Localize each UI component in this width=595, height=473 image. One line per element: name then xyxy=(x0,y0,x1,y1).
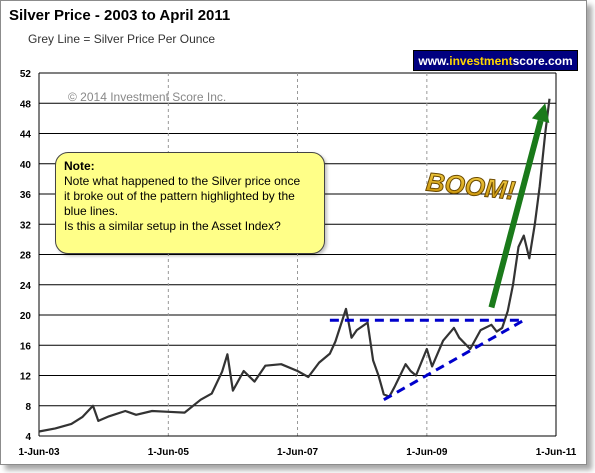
note-callout: Note: Note what happened to the Silver p… xyxy=(55,152,325,254)
x-tick-label: 1-Jun-05 xyxy=(148,447,190,458)
y-tick-label: 24 xyxy=(20,281,32,292)
brand-highlight: investment xyxy=(449,54,513,68)
note-line: Is this a similar setup in the Asset Ind… xyxy=(64,219,281,233)
x-tick-label: 1-Jun-11 xyxy=(536,447,577,458)
note-line: it broke out of the pattern highlighted … xyxy=(64,189,295,203)
note-title: Note: xyxy=(64,159,95,173)
y-tick-label: 12 xyxy=(20,372,32,383)
x-tick-label: 1-Jun-03 xyxy=(18,447,60,458)
x-tick-labels: 1-Jun-03 1-Jun-05 1-Jun-07 1-Jun-09 1-Jun-11 xyxy=(18,447,576,458)
y-tick-label: 8 xyxy=(25,402,31,413)
y-tick-label: 32 xyxy=(20,220,32,231)
y-tick-label: 16 xyxy=(20,341,32,352)
copyright-watermark: © 2014 Investment Score Inc. xyxy=(68,90,226,104)
legend: Grey Line = Silver Price Per Ounce xyxy=(28,32,215,46)
breakout-arrow-head xyxy=(531,103,550,123)
brand-prefix: www. xyxy=(418,54,450,68)
y-tick-label: 20 xyxy=(20,311,32,322)
legend-series-name: Silver Price Per Ounce xyxy=(93,32,216,46)
y-tick-label: 4 xyxy=(25,432,31,443)
series-layer xyxy=(38,98,551,433)
x-tick-label: 1-Jun-07 xyxy=(277,447,319,458)
x-tick-label: 1-Jun-09 xyxy=(406,447,448,458)
y-tick-label: 40 xyxy=(20,160,32,171)
y-tick-label: 36 xyxy=(20,190,32,201)
brand-suffix: score.com xyxy=(512,54,573,68)
legend-label: Grey Line = xyxy=(28,32,91,46)
website-banner: www.investmentscore.com xyxy=(413,50,578,71)
axes xyxy=(38,73,557,437)
y-tick-label: 28 xyxy=(20,251,32,262)
note-line: Note what happened to the Silver price o… xyxy=(64,174,301,188)
chart-title: Silver Price - 2003 to April 2011 xyxy=(9,7,231,24)
silver-price-line xyxy=(38,98,551,433)
y-tick-label: 52 xyxy=(20,69,32,80)
boom-annotation: BOOM! xyxy=(425,166,518,205)
y-tick-label: 44 xyxy=(20,130,32,141)
y-tick-label: 48 xyxy=(20,99,32,110)
note-line: blue lines. xyxy=(64,204,119,218)
support-line xyxy=(383,318,525,402)
annotation-layer xyxy=(329,103,550,402)
breakout-arrow-shaft xyxy=(488,119,544,309)
